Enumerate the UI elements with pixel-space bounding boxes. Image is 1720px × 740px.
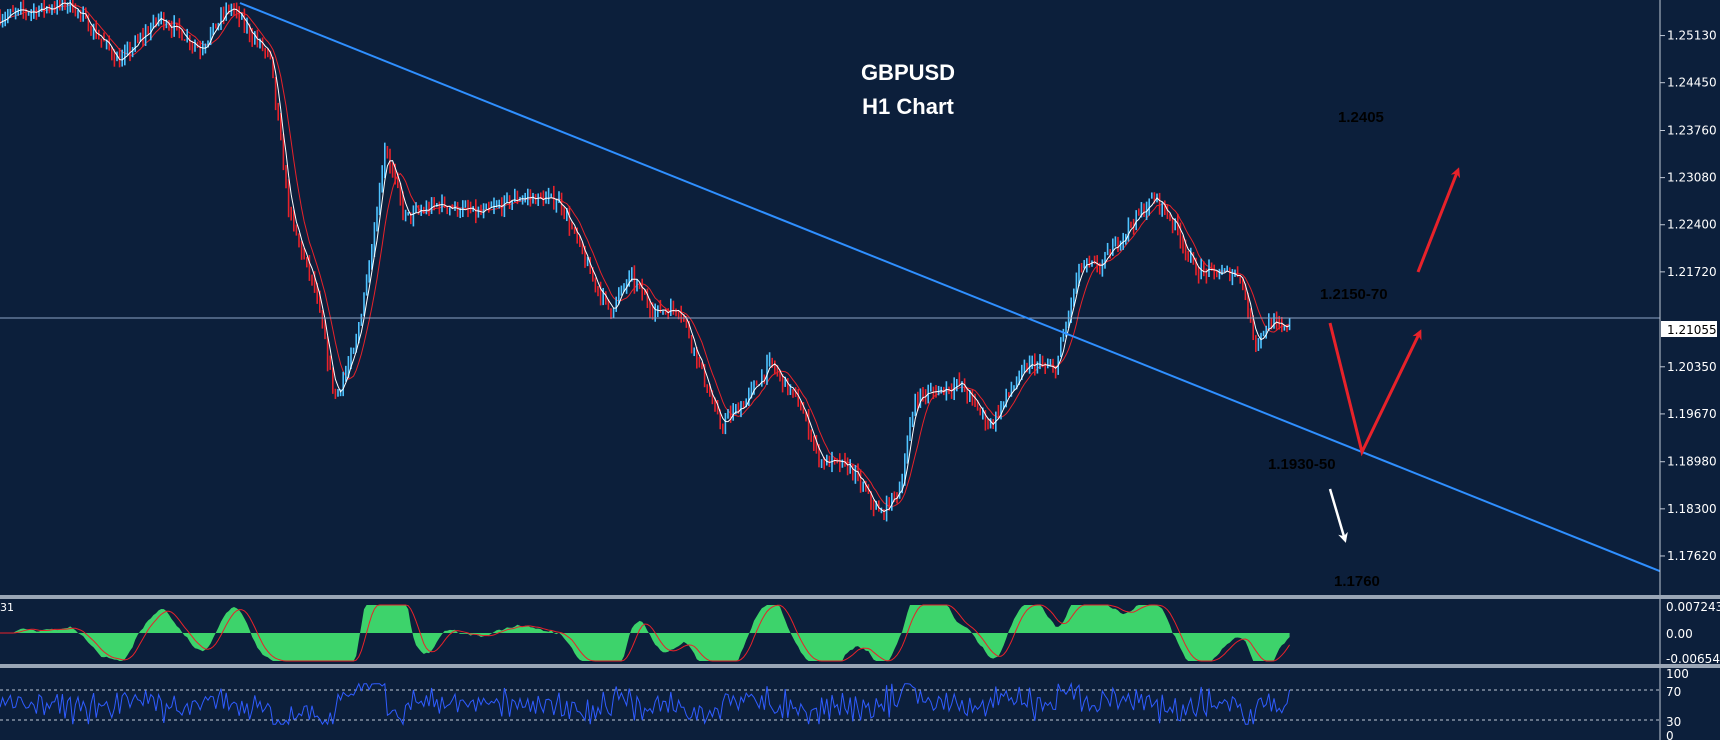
chart-subtitle: H1 Chart: [862, 94, 954, 119]
price-tick-label: 1.17620: [1667, 549, 1717, 563]
macd-tick-max: 0.007243: [1666, 600, 1720, 614]
price-pane[interactable]: [0, 0, 1661, 573]
macd-signal-line: [0, 604, 1291, 662]
macd-tick-zero: 0.00: [1666, 627, 1693, 641]
price-tick-label: 1.21720: [1667, 265, 1717, 279]
price-tick-label: 1.20350: [1667, 360, 1717, 374]
current-price-marker: 1.21055: [1661, 321, 1717, 337]
moving-average-slow: [0, 4, 1290, 508]
rsi-pane[interactable]: 100 70 30 0: [0, 667, 1689, 740]
price-tick-label: 1.22400: [1667, 218, 1717, 232]
bullish-scenario-arrow: [1328, 167, 1461, 457]
current-price-value: 1.21055: [1667, 323, 1717, 337]
price-tick-label: 1.25130: [1667, 29, 1717, 43]
resistance-level-label: 1.2150-70: [1320, 286, 1388, 303]
price-tick-label: 1.18980: [1667, 455, 1717, 469]
rsi-line: [0, 681, 1291, 726]
rsi-tick-30: 30: [1666, 715, 1681, 729]
support-level-label: 1.1930-50: [1268, 456, 1336, 473]
price-axis[interactable]: 1.25130 1.24450 1.23760 1.23080 1.22400 1.217…: [1659, 0, 1720, 740]
moving-average-slow-line: [0, 4, 1290, 508]
downside-level-label: 1.1760: [1334, 573, 1380, 590]
target-level-label: 1.2405: [1338, 109, 1384, 126]
chart-title: GBPUSD: [861, 60, 955, 85]
rsi-tick-70: 70: [1666, 685, 1681, 699]
macd-tick-min: -0.006544: [1666, 652, 1720, 666]
moving-average-fast: [0, 1, 1290, 513]
pane-separator-macd[interactable]: [0, 595, 1720, 599]
price-tick-label: 1.19670: [1667, 407, 1717, 421]
price-tick-label: 1.24450: [1667, 76, 1717, 90]
pane-separator-rsi[interactable]: [0, 664, 1720, 668]
price-tick-label: 1.23080: [1667, 171, 1717, 185]
price-tick-label: 1.23760: [1667, 124, 1717, 138]
macd-histogram: [0, 605, 1290, 661]
descending-trendline[interactable]: [239, 2, 1661, 573]
moving-average-fast-line: [0, 1, 1290, 513]
price-tick-label: 1.18300: [1667, 502, 1717, 516]
price-axis-ticks: 1.25130 1.24450 1.23760 1.23080 1.22400 1.217…: [1660, 29, 1717, 563]
macd-pane[interactable]: 31 0.007243 0.00 -0.006544: [0, 600, 1720, 666]
bearish-scenario-arrow: [1328, 488, 1348, 543]
macd-pane-label: 31: [0, 601, 14, 614]
rsi-tick-0: 0: [1666, 729, 1674, 740]
rsi-tick-100: 100: [1666, 667, 1689, 681]
